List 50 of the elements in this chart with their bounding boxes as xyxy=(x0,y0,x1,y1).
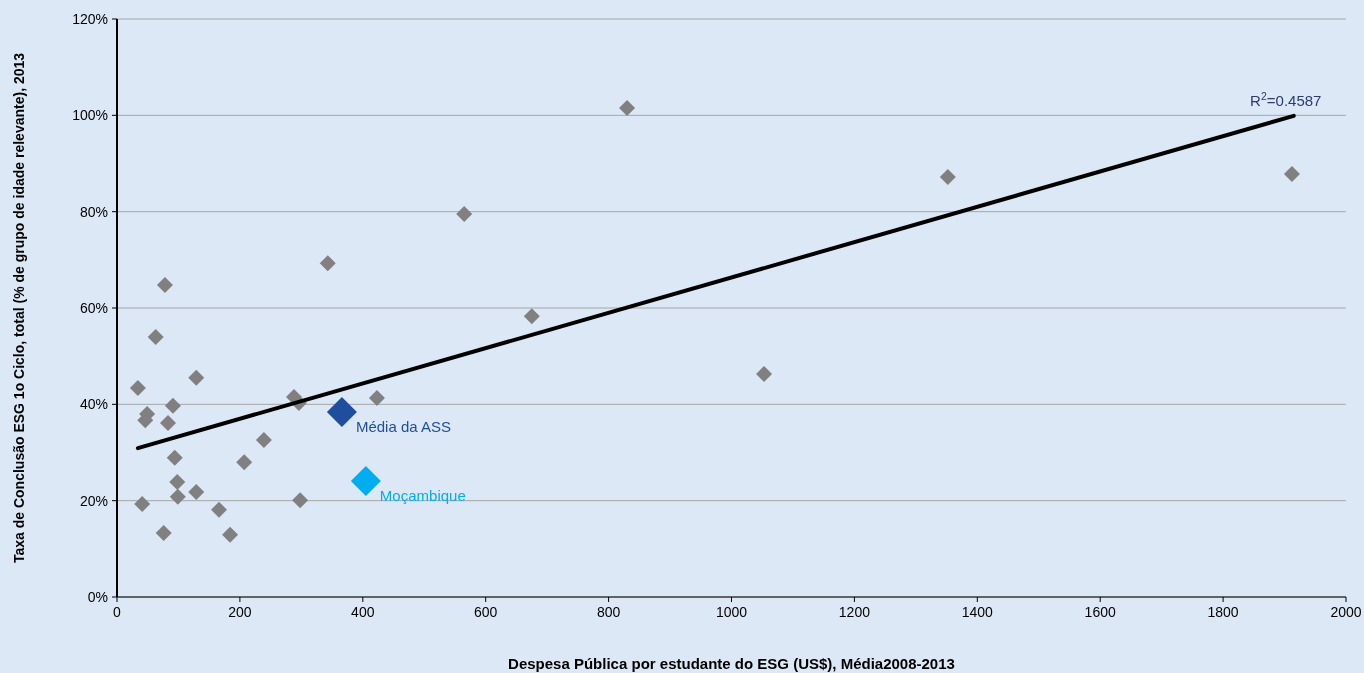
point xyxy=(292,492,309,509)
y-tick-label: 100% xyxy=(72,107,108,124)
series-label: Média da ASS xyxy=(355,418,451,436)
x-axis-title: Despesa Pública por estudante do ESG (US$), Média2008-2013 xyxy=(508,655,955,672)
point xyxy=(147,328,164,345)
y-axis-title: Taxa de Conclusão ESG 1o Ciclo, total (% de grupo de idade relevante), 2013 xyxy=(11,52,27,564)
point xyxy=(939,168,956,185)
point xyxy=(319,255,336,272)
point xyxy=(350,465,381,496)
point xyxy=(188,369,205,386)
point xyxy=(255,431,272,448)
y-tick-label: 80% xyxy=(79,203,108,220)
point xyxy=(456,206,473,223)
x-tick-label: 1200 xyxy=(838,604,871,620)
annotation: R$^{2}$=0.4587 xyxy=(1250,89,1322,109)
x-tick-label: 200 xyxy=(228,604,252,620)
point xyxy=(326,397,357,428)
x-tick-label: 1000 xyxy=(715,604,748,620)
x-tick-label: 0 xyxy=(113,604,122,620)
x-tick-label: 1800 xyxy=(1207,604,1239,620)
point xyxy=(134,496,151,513)
point xyxy=(169,488,186,505)
point xyxy=(156,276,173,293)
point xyxy=(523,308,540,325)
x-tick-label: 600 xyxy=(474,604,498,620)
point xyxy=(619,100,636,117)
point xyxy=(236,454,253,471)
x-tick-label: 2000 xyxy=(1330,604,1362,620)
y-tick-label: 60% xyxy=(79,299,108,316)
point xyxy=(222,526,239,543)
x-tick-label: 1600 xyxy=(1084,604,1116,620)
x-tick-label: 800 xyxy=(596,604,621,620)
point xyxy=(1283,166,1300,183)
point xyxy=(169,473,186,490)
y-tick-label: 120% xyxy=(72,10,108,27)
point xyxy=(129,379,146,396)
point xyxy=(164,397,181,414)
y-tick-label: 0% xyxy=(87,588,108,605)
point xyxy=(368,390,385,407)
point xyxy=(155,524,172,541)
point xyxy=(211,501,228,518)
point xyxy=(166,449,183,466)
point xyxy=(188,484,205,500)
x-tick-label: 1400 xyxy=(961,604,994,620)
y-tick-label: 20% xyxy=(79,492,108,509)
x-tick-label: 400 xyxy=(351,604,375,620)
series-label: Moçambique xyxy=(379,486,466,504)
point xyxy=(756,365,773,382)
y-tick-label: 40% xyxy=(79,396,108,413)
point xyxy=(160,415,176,432)
